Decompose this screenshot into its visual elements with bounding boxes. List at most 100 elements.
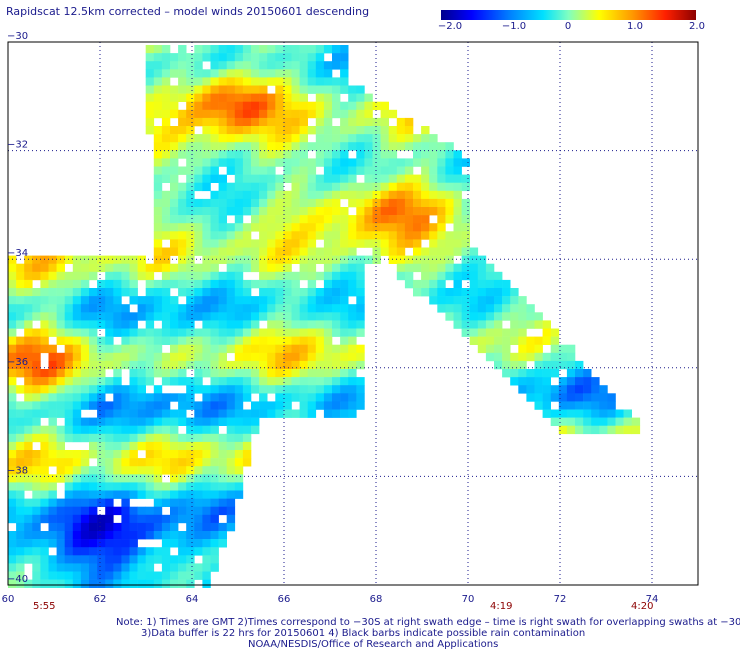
wind-cell [242, 279, 252, 289]
wind-cell [137, 514, 146, 524]
wind-cell [153, 506, 163, 516]
wind-cell [16, 401, 25, 410]
wind-cell [153, 474, 163, 483]
wind-cell [89, 417, 98, 426]
wind-cell [291, 320, 300, 329]
wind-cell [461, 207, 470, 216]
lat-tick-label: −30 [7, 31, 28, 42]
wind-cell [16, 304, 25, 313]
wind-cell [421, 142, 430, 151]
wind-cell [599, 417, 608, 426]
wind-cell [64, 312, 74, 321]
wind-cell [226, 198, 236, 208]
wind-cell [623, 417, 632, 426]
wind-cell [251, 174, 260, 183]
wind-cell [251, 369, 260, 378]
wind-cell [315, 77, 325, 86]
wind-cell [64, 304, 74, 313]
wind-cell [226, 506, 236, 516]
wind-cell [283, 45, 292, 54]
wind-cell [16, 571, 25, 580]
wind-cell [89, 344, 98, 354]
wind-cell [129, 531, 138, 540]
wind-cell [32, 579, 41, 588]
wind-cell [583, 401, 592, 410]
wind-cell [566, 344, 576, 354]
wind-cell [161, 223, 171, 232]
wind-cell [267, 247, 276, 256]
wind-cell [429, 231, 438, 240]
wind-cell [566, 369, 576, 378]
wind-cell [494, 312, 503, 321]
wind-cell [137, 385, 146, 394]
wind-cell [518, 369, 527, 378]
wind-cell [202, 433, 211, 443]
wind-cell [178, 571, 187, 580]
wind-cell [461, 198, 470, 208]
wind-cell [24, 547, 33, 556]
wind-cell [129, 555, 138, 564]
wind-cell [275, 231, 284, 240]
wind-cell [153, 522, 163, 532]
wind-cell [364, 215, 373, 224]
wind-cell [97, 255, 106, 264]
wind-cell [550, 417, 560, 426]
wind-cell [251, 304, 260, 313]
wind-cell [218, 53, 227, 62]
wind-cell [186, 555, 195, 564]
wind-cell [323, 344, 333, 354]
wind-cell [307, 158, 317, 167]
wind-cell [283, 166, 292, 175]
wind-cell [161, 401, 171, 410]
wind-cell [494, 336, 503, 345]
wind-cell [89, 263, 98, 273]
wind-cell [137, 304, 146, 313]
wind-cell [186, 53, 195, 62]
wind-cell [502, 312, 511, 321]
wind-cell [388, 190, 398, 200]
pass-time-label: 4:19 [490, 601, 513, 612]
wind-cell [315, 134, 325, 143]
wind-cell [72, 336, 82, 345]
wind-cell [64, 320, 74, 329]
wind-cell [186, 458, 195, 467]
wind-cell [202, 134, 211, 143]
wind-cell [16, 336, 25, 345]
wind-cell [186, 231, 195, 240]
wind-cell [502, 360, 511, 370]
wind-cell [340, 150, 349, 159]
wind-cell [137, 409, 146, 418]
wind-cell [445, 304, 454, 313]
wind-cell [178, 328, 187, 337]
wind-cell [259, 150, 268, 159]
wind-cell [178, 531, 187, 540]
wind-cell [97, 344, 106, 354]
wind-cell [413, 198, 422, 208]
wind-cell [469, 320, 479, 329]
wind-cell [210, 450, 219, 459]
wind-cell [429, 142, 438, 151]
wind-cell [323, 158, 333, 167]
wind-cell [429, 239, 438, 248]
wind-cell [259, 182, 268, 192]
wind-cell [105, 401, 114, 410]
wind-cell [242, 109, 252, 119]
wind-cell [485, 263, 495, 273]
wind-cell [267, 198, 276, 208]
wind-cell [234, 377, 244, 386]
wind-cell [24, 393, 33, 402]
wind-cell [24, 304, 33, 313]
wind-cell [226, 85, 236, 94]
wind-cell [145, 531, 155, 540]
wind-cell [105, 296, 114, 305]
wind-cell [24, 433, 33, 443]
wind-cell [113, 409, 122, 418]
wind-cell [24, 474, 33, 483]
wind-cell [307, 288, 317, 297]
wind-cell [259, 142, 268, 151]
wind-cell [40, 320, 49, 329]
wind-cell [380, 101, 389, 111]
wind-cell [469, 304, 479, 313]
wind-cell [170, 344, 179, 354]
wind-cell [121, 522, 130, 532]
